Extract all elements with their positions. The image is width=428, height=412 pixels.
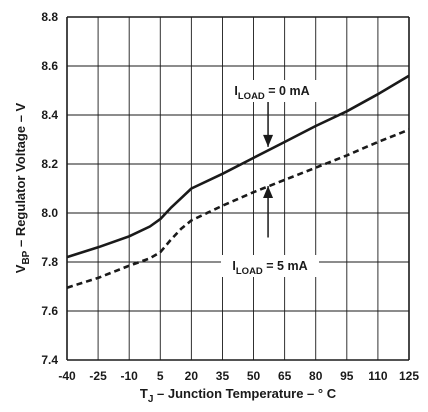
y-tick-label: 7.8 — [41, 255, 58, 269]
annotation-iload-0ma-background — [223, 80, 321, 102]
annotations: ILOAD = 0 mA ILOAD = 5 mA — [221, 80, 321, 277]
x-tick-label: 95 — [340, 369, 354, 383]
y-tick-label: 8.4 — [41, 108, 58, 122]
x-tick-label: 35 — [216, 369, 230, 383]
y-axis-label: VBP – Regulator Voltage – V — [13, 102, 32, 273]
x-tick-label: 65 — [278, 369, 292, 383]
y-tick-label: 8.8 — [41, 10, 58, 24]
annotation-iload-5ma-background — [221, 255, 319, 277]
y-tick-label: 7.4 — [41, 353, 58, 367]
annotation-iload-5ma: ILOAD = 5 mA — [232, 259, 307, 277]
x-axis-label: TJ – Junction Temperature – ° C — [140, 386, 337, 405]
series-line-iload-0ma — [66, 74, 410, 259]
arrow-iload-0ma-head — [263, 134, 274, 147]
x-tick-label: -25 — [89, 369, 107, 383]
y-tick-label: 7.6 — [41, 304, 58, 318]
grid-lines — [66, 16, 410, 361]
arrow-iload-5ma-head — [263, 186, 274, 199]
x-tick-label: 80 — [309, 369, 323, 383]
series-line-iload-5ma — [66, 128, 410, 289]
tick-labels: -40 -25 -10 5 20 35 50 65 80 95 110 125 7.4 7.6 7.8 8.0… — [41, 10, 419, 383]
x-tick-label: 20 — [185, 369, 199, 383]
x-tick-label: 50 — [247, 369, 261, 383]
x-tick-label: 125 — [399, 369, 419, 383]
y-tick-label: 8.6 — [41, 59, 58, 73]
y-tick-label: 8.2 — [41, 157, 58, 171]
x-tick-label: -10 — [121, 369, 139, 383]
y-tick-label: 8.0 — [41, 206, 58, 220]
x-tick-label: 110 — [368, 369, 388, 383]
x-tick-label: -40 — [58, 369, 76, 383]
annotation-iload-0ma: ILOAD = 0 mA — [234, 84, 309, 102]
x-tick-label: 5 — [157, 369, 164, 383]
series-lines — [66, 74, 410, 289]
